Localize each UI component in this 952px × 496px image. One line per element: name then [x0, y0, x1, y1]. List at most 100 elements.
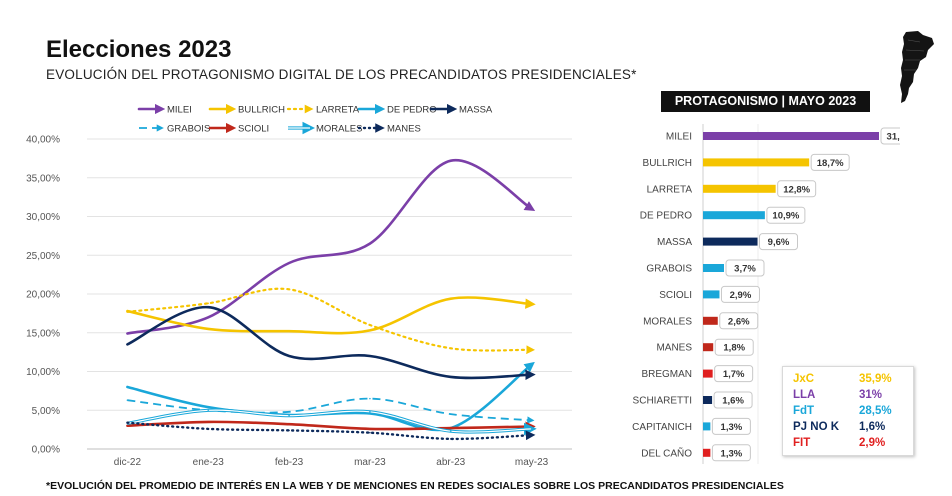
data-point-milei	[449, 159, 452, 162]
summary-label: FIT	[793, 437, 811, 449]
legend-item-larreta: LARRETA	[286, 105, 360, 116]
data-point-grabois	[369, 397, 371, 400]
data-point-morales	[449, 430, 452, 432]
bar-value-label: 2,9%	[730, 290, 752, 301]
bar-value-label: 1,8%	[723, 343, 745, 354]
bar-value-label: 1,6%	[722, 396, 744, 407]
data-point-grabois	[288, 411, 290, 413]
summary-value: 35,9%	[859, 373, 892, 385]
bar-schiaretti	[703, 396, 713, 404]
argentina-map-icon	[900, 31, 934, 103]
data-point-massa	[126, 343, 129, 346]
bar-category-label: GRABOIS	[646, 264, 692, 275]
bar-category-label: BULLRICH	[643, 158, 692, 169]
bar-value-box	[713, 391, 753, 409]
data-point-manes	[530, 434, 533, 436]
bar-value-box	[880, 127, 900, 145]
data-point-manes	[369, 431, 371, 434]
data-point-bullrich	[449, 297, 452, 300]
data-point-milei	[288, 262, 290, 264]
legend-label: MASSA	[459, 105, 493, 116]
bar-value-label: 31,0%	[887, 132, 900, 143]
series-line-scioli	[126, 420, 536, 432]
summary-value: 31%	[859, 389, 883, 401]
series-line-bullrich	[126, 296, 536, 335]
bar-value-box	[719, 312, 759, 330]
legend-label: SCIOLI	[238, 124, 269, 135]
data-point-scioli	[530, 425, 533, 428]
bar-chart: MILEI 31,0% BULLRICH 18,7% LARRETA 12,8% DE PE…	[632, 124, 900, 464]
summary-label: PJ NO K	[793, 421, 840, 433]
bar-massa	[703, 237, 758, 246]
bar-category-label: SCIOLI	[659, 290, 692, 301]
data-point-larreta	[288, 288, 290, 291]
legend-label: MANES	[387, 124, 421, 135]
data-point-milei	[126, 332, 129, 335]
data-point-massa	[288, 355, 290, 357]
bar-bregman	[703, 369, 713, 378]
bar-category-label: SCHIARETTI	[633, 396, 692, 407]
page-title: Elecciones 2023	[46, 36, 232, 63]
summary-label: LLA	[793, 389, 816, 401]
data-point-bullrich	[369, 329, 371, 332]
data-point-grabois	[530, 419, 533, 422]
y-tick-label: 0,00%	[32, 445, 60, 456]
data-point-morales	[530, 428, 533, 430]
data-point-scioli	[369, 428, 371, 430]
data-point-massa	[530, 373, 533, 376]
legend-item-de-pedro: DE PEDRO	[357, 103, 437, 116]
bar-value-label: 2,6%	[728, 316, 750, 327]
data-point-milei	[530, 207, 533, 210]
data-point-grabois	[126, 399, 129, 401]
summary-value: 2,9%	[859, 437, 886, 449]
legend-label: MORALES	[316, 124, 362, 135]
y-tick-label: 15,00%	[26, 328, 60, 339]
y-tick-label: 5,00%	[32, 406, 60, 417]
series-line-milei	[126, 159, 536, 335]
bar-manes	[703, 343, 714, 352]
bar-del-cano	[703, 448, 711, 457]
summary-value: 1,6%	[859, 421, 886, 433]
y-tick-label: 10,00%	[26, 367, 60, 378]
bar-grabois	[703, 264, 725, 272]
bar-value-box	[725, 259, 765, 277]
bar-bullrich	[703, 158, 810, 167]
summary-label: JxC	[793, 373, 815, 385]
data-point-massa	[449, 376, 452, 378]
data-point-manes	[207, 428, 210, 430]
line-chart: 0,00% 5,00% 10,00% 15,00% 20,00% 25,00% 30,00%…	[26, 103, 572, 468]
y-tick-label: 30,00%	[26, 212, 60, 223]
bar-capitanich	[703, 422, 711, 431]
data-point-morales	[369, 411, 371, 413]
data-point-scioli	[449, 427, 452, 429]
data-point-massa	[207, 306, 210, 308]
y-tick-label: 40,00%	[26, 135, 60, 146]
bar-value-box	[711, 444, 751, 462]
bar-value-box	[759, 233, 799, 251]
data-point-larreta	[449, 347, 452, 350]
data-point-de-pedro	[530, 363, 533, 366]
bar-value-label: 12,8%	[783, 184, 810, 195]
data-point-bullrich	[530, 303, 533, 305]
legend-item-massa: MASSA	[429, 103, 493, 116]
bar-category-label: MORALES	[643, 316, 692, 327]
data-point-scioli	[288, 423, 290, 426]
data-point-scioli	[207, 421, 210, 423]
data-point-larreta	[207, 302, 210, 305]
bar-value-label: 10,9%	[772, 211, 799, 222]
bar-value-box	[714, 338, 754, 356]
bar-morales	[703, 316, 718, 325]
series-line-massa	[126, 305, 536, 380]
bar-category-label: LARRETA	[647, 184, 693, 195]
bar-category-label: MILEI	[666, 132, 692, 143]
data-point-massa	[369, 355, 371, 357]
bar-value-box	[810, 153, 850, 171]
page-subtitle: EVOLUCIÓN DEL PROTAGONISMO DIGITAL DE LO…	[46, 67, 637, 82]
x-tick-label: ene-23	[193, 457, 225, 468]
x-tick-label: may-23	[515, 457, 549, 468]
legend-item-scioli: SCIOLI	[208, 122, 269, 135]
legend-label: MILEI	[167, 105, 192, 116]
summary-label: FdT	[793, 405, 815, 417]
data-point-milei	[207, 316, 210, 319]
legend-item-bullrich: BULLRICH	[208, 103, 285, 116]
